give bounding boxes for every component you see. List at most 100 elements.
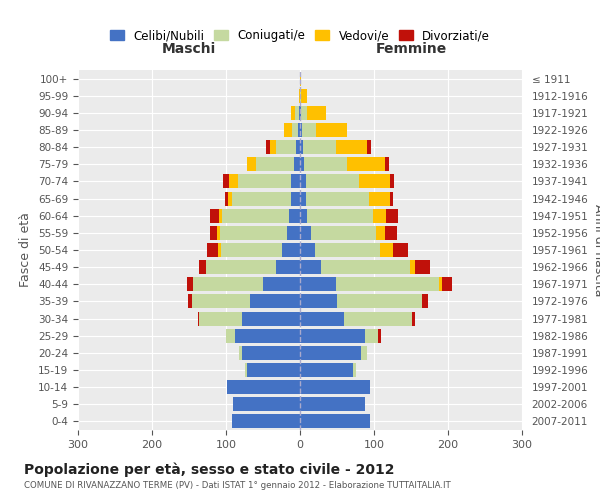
Bar (207, 243, 218, 257)
Bar (300, 260, 321, 274)
Bar (300, 192, 306, 205)
Bar (188, 294, 192, 308)
Bar (303, 140, 336, 154)
Bar (295, 106, 299, 120)
Bar (422, 294, 428, 308)
Bar (289, 208, 300, 222)
Bar (245, 363, 247, 377)
Bar (300, 208, 307, 222)
Bar (439, 278, 442, 291)
Bar (247, 158, 256, 172)
Bar (292, 123, 298, 137)
Bar (386, 208, 398, 222)
Bar (250, 294, 300, 308)
Bar (359, 174, 390, 188)
Bar (294, 158, 300, 172)
Bar (277, 260, 300, 274)
Bar (287, 226, 300, 240)
Bar (281, 243, 300, 257)
Bar (199, 260, 206, 274)
Bar (220, 226, 287, 240)
Bar (300, 226, 311, 240)
Bar (229, 174, 238, 188)
Text: Maschi: Maschi (162, 42, 216, 56)
Bar (232, 192, 291, 205)
Bar (321, 260, 410, 274)
Bar (389, 192, 393, 205)
Bar (300, 398, 365, 411)
Bar (365, 328, 379, 342)
Bar (235, 328, 300, 342)
Bar (206, 260, 277, 274)
Bar (222, 208, 289, 222)
Text: Femmine: Femmine (376, 42, 446, 56)
Bar (415, 260, 430, 274)
Bar (187, 278, 193, 291)
Bar (306, 174, 359, 188)
Bar (300, 140, 303, 154)
Legend: Celibi/Nubili, Coniugati/e, Vedovi/e, Divorziati/e: Celibi/Nubili, Coniugati/e, Vedovi/e, Di… (106, 26, 494, 46)
Bar (300, 158, 304, 172)
Bar (344, 312, 412, 326)
Bar (410, 260, 415, 274)
Bar (256, 158, 294, 172)
Bar (232, 414, 300, 428)
Bar (238, 174, 291, 188)
Bar (300, 243, 315, 257)
Bar (291, 174, 300, 188)
Bar (300, 174, 306, 188)
Bar (347, 158, 385, 172)
Bar (442, 278, 452, 291)
Bar (228, 192, 232, 205)
Bar (367, 140, 371, 154)
Bar (300, 363, 353, 377)
Bar (242, 312, 300, 326)
Bar (301, 88, 307, 102)
Bar (300, 294, 337, 308)
Bar (192, 294, 250, 308)
Bar (299, 106, 300, 120)
Bar (307, 106, 326, 120)
Text: COMUNE DI RIVANAZZANO TERME (PV) - Dati ISTAT 1° gennaio 2012 - Elaborazione TUT: COMUNE DI RIVANAZZANO TERME (PV) - Dati … (24, 481, 451, 490)
Bar (300, 414, 370, 428)
Bar (300, 346, 361, 360)
Bar (306, 192, 369, 205)
Bar (193, 278, 263, 291)
Y-axis label: Anni di nascita: Anni di nascita (592, 204, 600, 296)
Bar (233, 398, 300, 411)
Bar (247, 363, 300, 377)
Bar (224, 192, 228, 205)
Bar (275, 140, 296, 154)
Bar (242, 346, 300, 360)
Bar (199, 312, 242, 326)
Bar (296, 140, 300, 154)
Bar (301, 106, 307, 120)
Bar (300, 88, 301, 102)
Bar (336, 140, 367, 154)
Bar (361, 346, 367, 360)
Bar (300, 328, 365, 342)
Bar (210, 226, 217, 240)
Bar (376, 226, 385, 240)
Bar (218, 208, 222, 222)
Bar (198, 312, 199, 326)
Bar (223, 174, 229, 188)
Bar (393, 243, 408, 257)
Bar (210, 208, 218, 222)
Bar (379, 328, 382, 342)
Bar (353, 363, 356, 377)
Bar (300, 72, 301, 86)
Bar (227, 380, 300, 394)
Bar (263, 278, 300, 291)
Bar (299, 88, 300, 102)
Bar (300, 278, 335, 291)
Bar (335, 278, 439, 291)
Bar (300, 380, 370, 394)
Bar (266, 140, 269, 154)
Bar (369, 192, 389, 205)
Y-axis label: Fasce di età: Fasce di età (19, 212, 32, 288)
Bar (385, 226, 397, 240)
Bar (217, 226, 220, 240)
Bar (380, 243, 393, 257)
Bar (284, 123, 292, 137)
